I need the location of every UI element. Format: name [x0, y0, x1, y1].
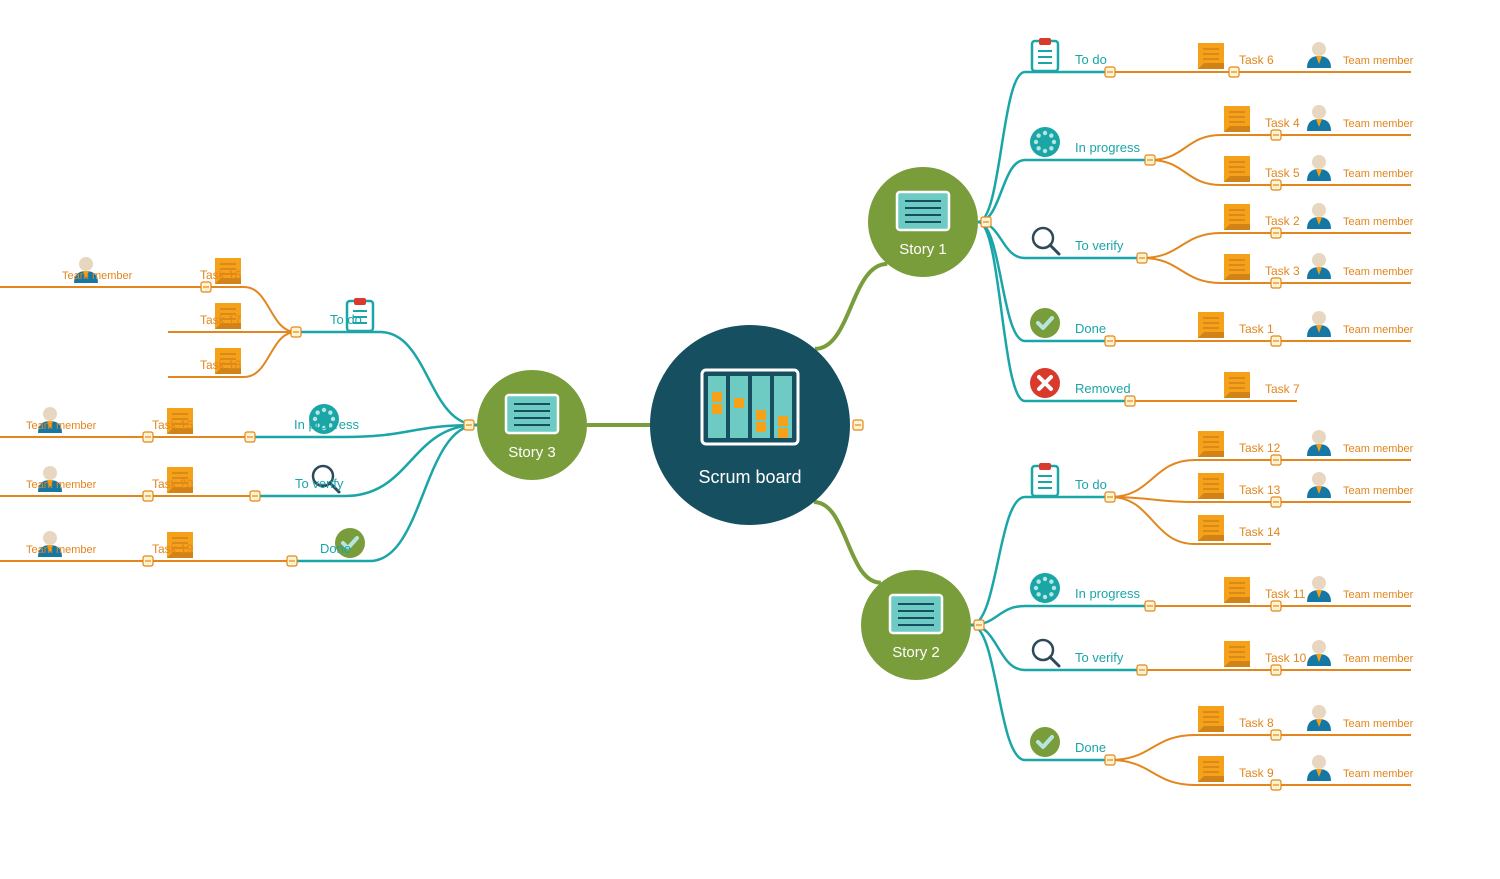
- story-label: Story 3: [508, 444, 556, 461]
- member-label: Team member: [1343, 55, 1414, 67]
- status-label: To verify: [1075, 650, 1124, 665]
- task-label: Task 4: [1265, 116, 1300, 130]
- task-label: Task 12: [1239, 441, 1281, 455]
- story-label: Story 2: [892, 644, 940, 661]
- status-label: In progress: [1075, 586, 1141, 601]
- task-label: Task 8: [1239, 716, 1274, 730]
- member-label: Team member: [1343, 216, 1414, 228]
- member-label: Team member: [1343, 653, 1414, 665]
- task-label: Task 17: [200, 313, 242, 327]
- member-label: Team member: [1343, 485, 1414, 497]
- member-label: Team member: [1343, 324, 1414, 336]
- status-label: To do: [1075, 477, 1107, 492]
- task-label: Task 13: [1239, 483, 1281, 497]
- task-label: Task 19: [152, 542, 194, 556]
- task-label: Task 7: [1265, 382, 1300, 396]
- task-label: Task 16: [200, 268, 242, 282]
- task-label: Task 6: [1239, 53, 1274, 67]
- member-label: Team member: [26, 420, 97, 432]
- task-label: Task 9: [1239, 766, 1274, 780]
- task-label: Task 11: [1265, 587, 1306, 601]
- member-label: Team member: [26, 544, 97, 556]
- member-label: Team member: [1343, 768, 1414, 780]
- task-label: Task 20: [152, 477, 194, 491]
- status-label: To do: [1075, 52, 1107, 67]
- task-label: Task 15: [152, 418, 194, 432]
- member-label: Team member: [26, 479, 97, 491]
- story-label: Story 1: [899, 241, 947, 258]
- status-label: Done: [320, 541, 351, 556]
- root-label: Scrum board: [698, 467, 801, 487]
- member-label: Team member: [1343, 118, 1414, 130]
- task-label: Task 18: [200, 358, 242, 372]
- scrum-mindmap-diagram: Scrum board Story 1 To do Task 6 Team member…: [0, 0, 1500, 879]
- member-label: Team member: [1343, 443, 1414, 455]
- root-node: [650, 325, 850, 525]
- status-label: Done: [1075, 321, 1106, 336]
- task-label: Task 1: [1239, 322, 1274, 336]
- status-label: In progress: [1075, 140, 1141, 155]
- task-label: Task 2: [1265, 214, 1300, 228]
- member-label: Team member: [1343, 168, 1414, 180]
- member-label: Team member: [1343, 718, 1414, 730]
- status-label: To verify: [295, 476, 344, 491]
- task-label: Task 5: [1265, 166, 1300, 180]
- task-label: Task 10: [1265, 651, 1307, 665]
- status-label: Removed: [1075, 381, 1131, 396]
- status-label: To verify: [1075, 238, 1124, 253]
- member-label: Team member: [62, 270, 133, 282]
- task-label: Task 3: [1265, 264, 1300, 278]
- task-label: Task 14: [1239, 525, 1281, 539]
- member-label: Team member: [1343, 589, 1414, 601]
- member-label: Team member: [1343, 266, 1414, 278]
- status-label: In progress: [294, 417, 360, 432]
- status-label: Done: [1075, 740, 1106, 755]
- status-label: To do: [330, 312, 362, 327]
